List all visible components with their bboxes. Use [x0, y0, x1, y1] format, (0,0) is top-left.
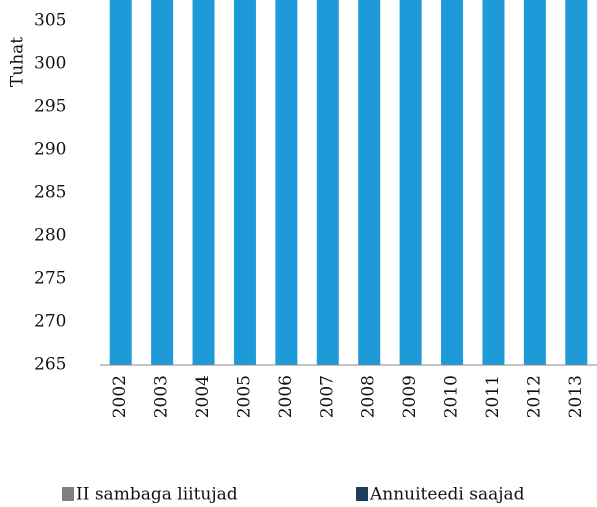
y-tick-label: 275: [34, 269, 66, 289]
x-tick-label: 2013: [566, 375, 586, 418]
legend-swatch: [356, 487, 368, 501]
bar-segment: [151, 0, 174, 365]
y-tick-label: 265: [34, 355, 66, 375]
y-tick-label: 285: [34, 183, 66, 203]
y-axis-label: Tuhat: [8, 37, 28, 87]
x-tick-label: 2011: [483, 375, 503, 418]
bar-segment: [275, 0, 298, 365]
y-tick-label: 290: [34, 140, 66, 160]
y-tick-label: 280: [34, 226, 66, 246]
legend-label: II sambaga liitujad: [76, 485, 238, 505]
x-tick-label: 2010: [442, 375, 462, 418]
bar-segment: [192, 0, 215, 365]
bar-segment: [565, 0, 588, 365]
bar-segment: [441, 0, 464, 365]
bar-segment: [316, 0, 339, 365]
x-tick-label: 2007: [317, 375, 337, 418]
x-tick-label: 2003: [152, 375, 172, 418]
legend-swatch: [62, 487, 74, 501]
y-tick-label: 300: [34, 54, 66, 74]
x-tick-label: 2004: [193, 375, 213, 418]
x-tick-label: 2009: [400, 375, 420, 418]
x-tick-label: 2002: [110, 375, 130, 418]
bar-segment: [233, 0, 256, 365]
bar-segment: [109, 0, 132, 365]
x-tick-label: 2008: [359, 375, 379, 418]
bar-segment: [399, 0, 422, 365]
bar-segment: [482, 0, 505, 365]
y-tick-label: 305: [34, 11, 66, 31]
x-tick-label: 2005: [234, 375, 254, 418]
bar-segment: [523, 0, 546, 365]
x-tick-label: 2012: [524, 375, 544, 418]
bar-segment: [358, 0, 381, 365]
x-tick-label: 2006: [276, 375, 296, 418]
legend-label: Annuiteedi saajad: [369, 485, 525, 505]
y-tick-label: 295: [34, 97, 66, 117]
y-tick-label: 270: [34, 312, 66, 332]
